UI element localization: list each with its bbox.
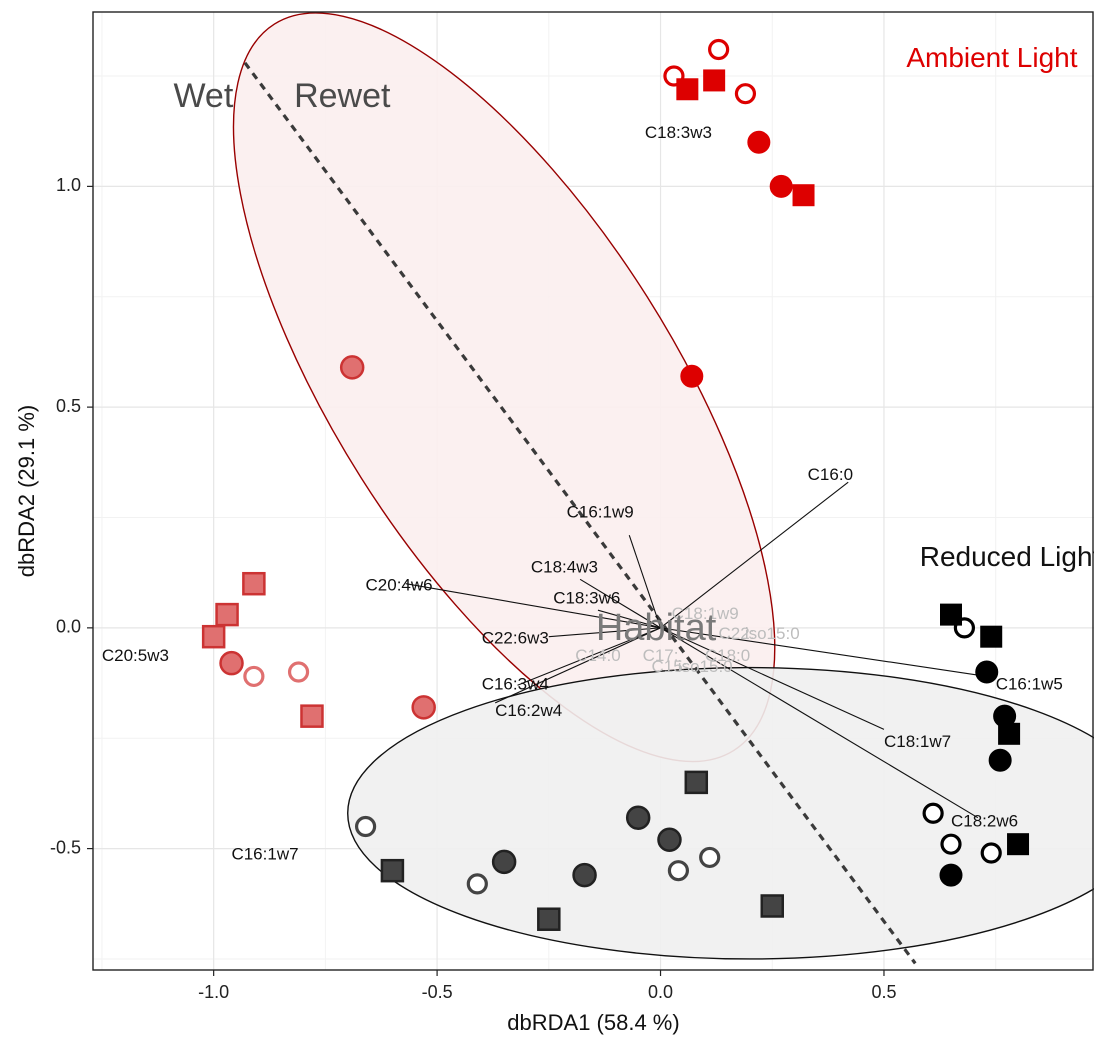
point-reduced-light-wet-circle-filled <box>657 827 682 853</box>
point-ambient-light-wet-square-filled <box>300 704 324 728</box>
biplot-vectors <box>405 481 987 819</box>
point-reduced-light-wet-circle-filled <box>491 849 517 875</box>
y-tick-label: 1.0 <box>56 175 81 195</box>
point-reduced-light-wet-circle-filled <box>625 805 651 830</box>
y-tick-label: 0.5 <box>56 396 81 416</box>
vector-c16-0 <box>660 481 849 629</box>
point-reduced-light-wet-circle-open <box>699 846 721 869</box>
divider-line <box>243 61 917 965</box>
point-ambient-light-rewet-circle-open <box>708 38 730 61</box>
faint-label: C18:1w9 <box>672 604 739 623</box>
point-ambient-light-rewet-square-filled <box>792 184 815 207</box>
label-c18-2w6: C18:2w6 <box>951 812 1018 831</box>
point-reduced-light-wet-circle-open <box>354 815 377 838</box>
vector-c16-1w5 <box>660 627 987 677</box>
vector-c18-2w6 <box>660 627 979 819</box>
faint-label: C18:0 <box>705 646 750 665</box>
point-ambient-light-wet-square-filled <box>215 602 239 627</box>
vector-c16-2w4 <box>494 627 661 704</box>
divider: Wet Rewet <box>173 61 917 965</box>
x-tick-label: 0.5 <box>871 982 896 1002</box>
point-reduced-light-rewet-circle-filled <box>939 863 963 887</box>
label-c16-1w5: C16:1w5 <box>996 675 1063 694</box>
y-tick-label: 0.0 <box>56 617 81 637</box>
point-ambient-light-wet-square-filled <box>242 571 266 596</box>
group-label-ambient-light: Ambient Light <box>906 42 1077 73</box>
faint-label: C22: <box>719 624 755 643</box>
ellipse-reduced-light <box>347 666 1094 960</box>
vector-c16-3w4 <box>517 627 661 686</box>
point-reduced-light-rewet-circle-open <box>922 802 944 824</box>
point-ambient-light-rewet-square-filled <box>676 78 699 101</box>
y-axis-title: dbRDA2 (29.1 %) <box>14 405 39 577</box>
point-ambient-light-wet-circle-filled <box>219 650 244 676</box>
label-c16-3w4: C16:3w4 <box>482 675 549 694</box>
point-reduced-light-wet-circle-filled <box>572 862 597 888</box>
label-c22-6w3: C22:6w3 <box>482 628 549 647</box>
plot-frame <box>92 11 1094 971</box>
point-ambient-light-rewet-circle-filled <box>680 364 704 388</box>
vector-c18-4w3 <box>579 578 661 629</box>
point-reduced-light-wet-square-filled <box>760 894 784 918</box>
rewet-label: Rewet <box>294 77 391 115</box>
habitat-label: Habitat <box>596 607 717 649</box>
point-reduced-light-rewet-circle-filled <box>975 660 999 684</box>
wet-label: Wet <box>173 77 233 115</box>
vector-c22-6w3 <box>548 627 661 638</box>
point-reduced-light-rewet-square-filled <box>1007 833 1030 856</box>
point-ambient-light-rewet-circle-open <box>734 83 757 105</box>
group-label-reduced-light: Reduced Light <box>920 541 1094 572</box>
point-ambient-light-wet-circle-filled <box>339 355 365 380</box>
point-reduced-light-wet-square-filled <box>684 770 709 795</box>
vector-c18-3w6 <box>597 609 661 629</box>
faint-label: C17: <box>643 646 679 665</box>
point-ambient-light-wet-square-filled <box>201 624 226 649</box>
label-c18-1w7: C18:1w7 <box>884 732 951 751</box>
x-tick-label: -0.5 <box>422 982 453 1002</box>
vector-c18-1w7 <box>660 627 885 730</box>
x-axis-title: dbRDA1 (58.4 %) <box>507 1010 679 1035</box>
sample-points <box>201 38 1030 931</box>
point-reduced-light-rewet-square-filled <box>998 722 1021 745</box>
point-ambient-light-rewet-square-filled <box>703 69 726 92</box>
point-ambient-light-rewet-circle-filled <box>747 130 771 154</box>
x-tick-label: -1.0 <box>198 982 229 1002</box>
point-reduced-light-wet-circle-open <box>667 860 690 882</box>
point-reduced-light-wet-circle-open <box>466 873 488 895</box>
group-labels: Ambient Light Reduced Light <box>906 42 1094 572</box>
point-reduced-light-wet-square-filled <box>380 858 405 883</box>
vector-c16-1w9 <box>628 534 662 629</box>
label-c16-1w9: C16:1w9 <box>567 503 634 522</box>
label-c18-3w6: C18:3w6 <box>553 589 620 608</box>
label-c18-3w3: C18:3w3 <box>645 123 712 142</box>
x-tick-label: 0.0 <box>648 982 673 1002</box>
point-reduced-light-rewet-square-filled <box>940 603 962 626</box>
point-ambient-light-rewet-circle-filled <box>769 174 793 198</box>
faint-label: C14:0 <box>575 646 620 665</box>
axes: -1.0 -0.5 0.0 0.5 -0.5 0.0 0.5 1.0 <box>50 175 897 1002</box>
label-c16-2w4: C16:2w4 <box>495 701 562 720</box>
point-ambient-light-wet-circle-filled <box>411 695 436 720</box>
label-c20-4w6: C20:4w6 <box>366 575 433 594</box>
faint-label: iso15:0 <box>678 657 733 676</box>
y-tick-label: -0.5 <box>50 837 81 857</box>
label-c20-5w3: C20:5w3 <box>102 646 169 665</box>
vector-c20-4w6 <box>405 583 661 629</box>
point-reduced-light-wet-square-filled <box>537 907 561 931</box>
point-reduced-light-rewet-square-filled <box>980 625 1003 648</box>
point-ambient-light-wet-circle-open <box>287 661 310 683</box>
label-c16-1w7: C16:1w7 <box>231 845 298 864</box>
point-reduced-light-rewet-circle-open <box>980 842 1002 864</box>
point-reduced-light-rewet-circle-open <box>940 833 962 855</box>
faint-label: C15: <box>652 657 688 676</box>
label-c16-0: C16:0 <box>808 465 853 484</box>
label-c18-4w3: C18:4w3 <box>531 558 598 577</box>
ellipses <box>232 12 1094 960</box>
point-ambient-light-wet-circle-open <box>243 665 265 688</box>
faint-label: iso15:0 <box>745 624 800 643</box>
point-reduced-light-rewet-circle-filled <box>988 748 1012 772</box>
